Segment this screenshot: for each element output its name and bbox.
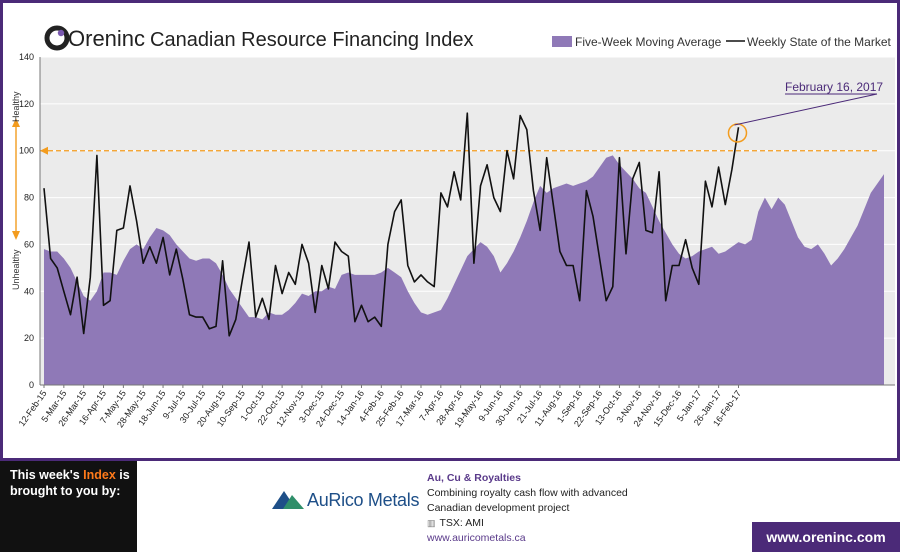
moving-average-area-layer bbox=[44, 155, 884, 385]
sponsor-tagline-title: Au, Cu & Royalties bbox=[427, 472, 521, 484]
y-tick-label-20: 20 bbox=[24, 333, 34, 343]
y-tick-label-40: 40 bbox=[24, 286, 34, 296]
legend-swatch-area bbox=[552, 36, 572, 47]
y-tick-label-120: 120 bbox=[19, 99, 34, 109]
tsx-icon: ▥ bbox=[427, 518, 436, 528]
aurico-logo-icon bbox=[272, 491, 304, 509]
sponsor-tagline-line2: Canadian development project bbox=[427, 502, 570, 514]
side-arrow-down-icon bbox=[12, 231, 20, 240]
sponsor-caption-highlight: Index bbox=[83, 468, 116, 482]
sponsor-caption-lead: This week's bbox=[10, 468, 84, 482]
sponsor-company-name: AuRico Metals bbox=[307, 490, 420, 510]
sponsor-box: This week's Index is brought to you by: bbox=[0, 461, 137, 552]
weekly-line-layer bbox=[43, 112, 740, 337]
moving-average-area bbox=[44, 155, 884, 385]
sponsor-caption-tail: is brought to you by: bbox=[10, 468, 130, 498]
oreninc-logo bbox=[44, 25, 70, 51]
sponsor-banner: AuRico Metals Au, Cu & Royalties Combini… bbox=[137, 461, 900, 552]
callout-layer bbox=[727, 93, 878, 143]
brand-wordmark: Oreninc bbox=[68, 26, 145, 51]
y-tick-label-140: 140 bbox=[19, 52, 34, 62]
logo-dot bbox=[57, 29, 65, 37]
callout-connector bbox=[734, 93, 878, 126]
side-label-healthy: Healthy bbox=[11, 91, 21, 122]
sponsor-tagline-line1: Combining royalty cash flow with advance… bbox=[427, 487, 628, 499]
callout-label: February 16, 2017 bbox=[785, 80, 883, 94]
weekly-state-line bbox=[43, 112, 740, 337]
threshold-arrow-icon bbox=[40, 146, 48, 155]
sponsor-tsx-row: ▥ TSX: AMI bbox=[427, 516, 628, 531]
sponsor-tsx: TSX: AMI bbox=[439, 517, 484, 529]
sponsor-url-link[interactable]: www.auricometals.ca bbox=[427, 532, 526, 544]
site-url-link[interactable]: www.oreninc.com bbox=[752, 522, 900, 552]
sponsor-ad-text: Au, Cu & Royalties Combining royalty cas… bbox=[427, 471, 628, 546]
y-tick-label-80: 80 bbox=[24, 193, 34, 203]
legend-label-area: Five-Week Moving Average bbox=[575, 35, 722, 49]
y-tick-label-60: 60 bbox=[24, 239, 34, 249]
legend-label-line: Weekly State of the Market bbox=[747, 35, 892, 49]
side-label-unhealthy: Unhealthy bbox=[11, 249, 21, 290]
chart-title: Canadian Resource Financing Index bbox=[150, 29, 474, 51]
y-tick-label-100: 100 bbox=[19, 146, 34, 156]
y-tick-label-0: 0 bbox=[29, 380, 34, 390]
logo-ring bbox=[44, 25, 70, 51]
threshold-layer bbox=[40, 146, 880, 155]
side-arrow-up-icon bbox=[12, 118, 20, 127]
sponsor-caption: This week's Index is brought to you by: bbox=[10, 467, 134, 499]
